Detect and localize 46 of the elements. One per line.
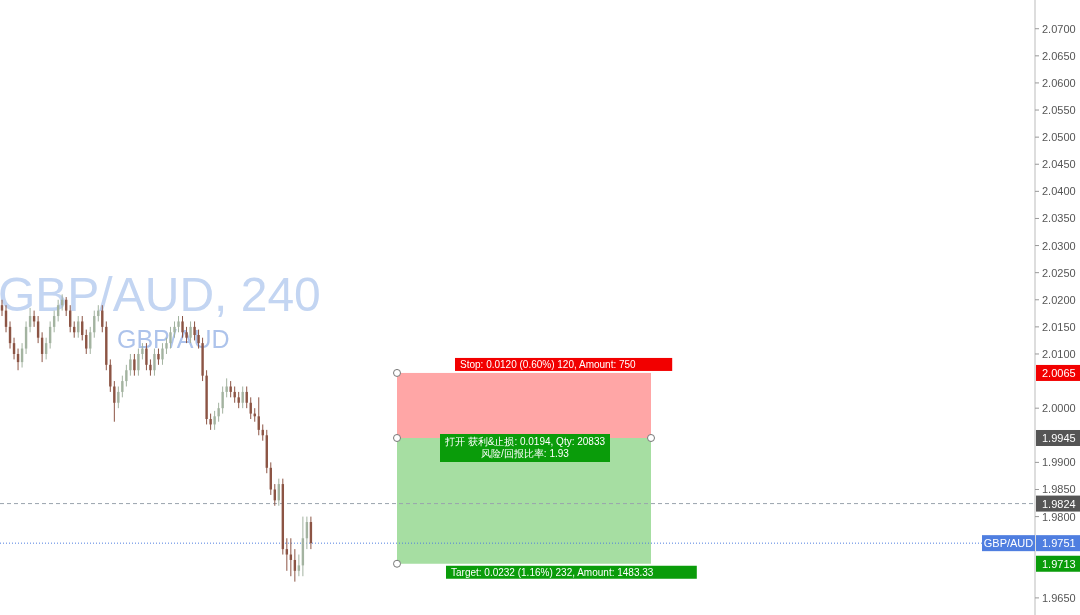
annotation: 1.9751 [1042,537,1076,550]
y-tick-label: 1.9900 [1042,456,1076,469]
y-tick-label: 2.0000 [1042,402,1076,415]
y-tick-label: 2.0300 [1042,239,1076,252]
band-label: Stop: 0.0120 (0.60%) 120, Amount: 750 [460,358,637,370]
candlestick [125,364,128,387]
candlestick [225,377,228,398]
label-tag: Stop: 0.0120 (0.60%) 120, Amount: 750 [455,357,673,371]
text: GBP/AUD, 240 [0,268,321,321]
y-tick-label: 2.0600 [1042,76,1076,89]
y-tick-label: 2.0450 [1042,158,1076,171]
candlestick [221,386,224,415]
band-label: Target: 0.0232 (1.16%) 232, Amount: 1483.33 [451,566,654,578]
candlestick [113,380,116,423]
y-tick-label: 2.0500 [1042,131,1076,144]
candlestick [213,410,216,431]
y-tick-label: 2.0150 [1042,320,1076,333]
candlestick [121,375,124,398]
annotation: 1.9713 [1042,557,1076,570]
y-tick-label: 2.0350 [1042,212,1076,225]
candlestick [109,358,112,393]
label-tag: Target: 0.0232 (1.16%) 232, Amount: 1483.33 [446,565,697,579]
y-tick-label: 2.0700 [1042,22,1076,35]
candlestick [285,537,289,572]
y-tick-label: 1.9650 [1042,591,1076,604]
candlestick [133,353,136,377]
candlestick [297,554,301,577]
candlestick [153,348,156,377]
y-tick-label: 2.0550 [1042,104,1076,117]
y-tick-label: 1.9850 [1042,483,1076,496]
annotation: 打开 获利&止损: 0.0194, Qty: 20833 风险/回报比率: 1.93 [443,435,606,459]
candlestick [137,348,140,377]
candlestick [117,386,120,409]
y-tick-label: 2.0650 [1042,49,1076,62]
annotation: 2.0065 [1042,366,1076,379]
ref-line-label: GBP/AUD [983,537,1034,550]
y-tick-label: 2.0250 [1042,266,1076,279]
candlestick [217,402,220,423]
candlestick [0,299,4,317]
y-tick-label: 2.0400 [1042,185,1076,198]
candlestick [129,353,132,377]
y-tick-label: 1.9800 [1042,510,1076,523]
annotation: 1.9824 [1042,497,1076,510]
annotation: 1.9945 [1042,431,1076,444]
y-tick-label: 2.0100 [1042,347,1076,360]
y-tick-label: 2.0200 [1042,293,1076,306]
